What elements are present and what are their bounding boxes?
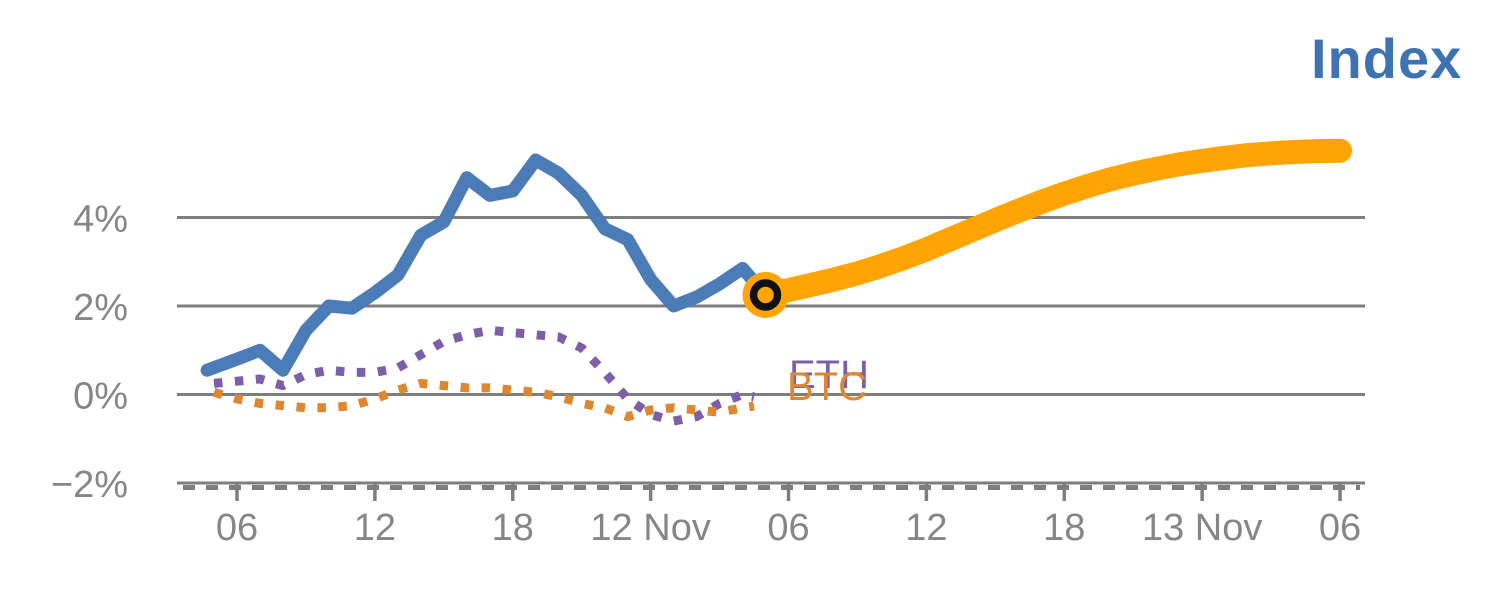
series-index-line [200,153,772,377]
x-tick-label: 12 Nov [590,507,710,549]
x-tick-label: 13 Nov [1142,507,1262,549]
index-series-label: Index [1311,27,1463,90]
x-tick-label: 18 [1043,507,1085,549]
x-tick-label: 06 [767,507,809,549]
x-tick-label: 18 [492,507,534,549]
eth-series-label: ETH [789,353,869,397]
x-tick-label: 06 [216,507,258,549]
x-tick-label: 12 [905,507,947,549]
forecast-start-marker-ring [749,279,782,311]
y-tick-label: 0% [73,376,128,418]
x-tick-label: 06 [1319,507,1361,549]
y-tick-label: −2% [51,464,128,506]
y-tick-label: 4% [73,199,128,241]
series-forecast-line [753,138,1352,307]
series-btc-line [212,378,755,422]
x-tick-label: 12 [354,507,396,549]
btc-series-label: BTC [787,365,867,409]
y-tick-label: 2% [73,287,128,329]
